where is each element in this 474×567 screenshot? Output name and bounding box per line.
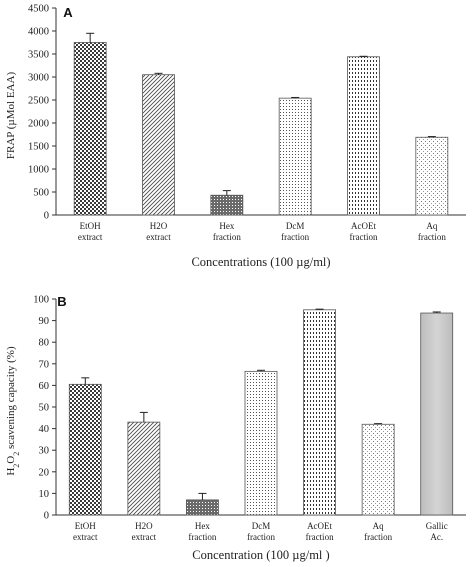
- category-label: H2O: [150, 221, 168, 231]
- category-label: DcM: [286, 221, 305, 231]
- bar: [73, 42, 107, 216]
- y-tick-label: 0: [44, 211, 49, 222]
- category-label: fraction: [188, 532, 216, 542]
- y-tick-label: 70: [39, 359, 50, 370]
- category-label: fraction: [306, 532, 334, 542]
- y-axis-title-part: scavening capacity (%): [5, 346, 17, 452]
- y-axis-title-part: 2: [12, 452, 21, 456]
- category-label: fraction: [247, 532, 275, 542]
- category-label: extract: [73, 532, 98, 542]
- category-label: fraction: [213, 232, 241, 242]
- y-tick-label: 2500: [28, 96, 49, 107]
- bar: [303, 309, 336, 516]
- category-label: extract: [78, 232, 103, 242]
- y-tick-label: 4000: [28, 27, 49, 38]
- bar: [361, 423, 395, 516]
- category-label: AcOEt: [351, 221, 376, 231]
- category-label: Ac.: [430, 532, 443, 542]
- y-tick-label: 50: [39, 403, 50, 414]
- category-label: EtOH: [75, 521, 96, 531]
- category-label: Hex: [219, 221, 234, 231]
- y-tick-label: 60: [39, 381, 50, 392]
- y-tick-label: 40: [39, 424, 50, 435]
- bar: [210, 194, 244, 216]
- y-tick-label: 0: [44, 511, 49, 522]
- y-tick-label: 100: [33, 295, 49, 306]
- y-axis-title-part: 2: [12, 464, 21, 468]
- bar: [347, 56, 380, 216]
- bar: [244, 370, 278, 516]
- y-tick-label: 1500: [28, 142, 49, 153]
- category-label: fraction: [418, 232, 446, 242]
- category-label: fraction: [364, 532, 392, 542]
- category-label: AcOEt: [307, 521, 332, 531]
- bar: [127, 421, 161, 516]
- bar: [186, 499, 219, 516]
- y-tick-label: 4500: [28, 4, 49, 15]
- panel-label: B: [57, 294, 66, 309]
- category-label: fraction: [281, 232, 309, 242]
- panel-label: A: [63, 5, 73, 20]
- category-label: Aq: [426, 221, 437, 231]
- y-axis-title: H2O2 scavening capacity (%): [5, 346, 21, 476]
- bar: [278, 97, 312, 216]
- category-label: DcM: [252, 521, 271, 531]
- category-label: EtOH: [80, 221, 101, 231]
- category-label: Hex: [195, 521, 210, 531]
- y-tick-label: 10: [39, 489, 50, 500]
- category-label: Aq: [373, 521, 384, 531]
- y-tick-label: 30: [39, 446, 50, 457]
- y-tick-label: 20: [39, 467, 50, 478]
- category-label: extract: [146, 232, 171, 242]
- category-label: Gallic: [426, 521, 448, 531]
- y-tick-label: 90: [39, 316, 50, 327]
- y-tick-label: 3500: [28, 50, 49, 61]
- chart-b: 0102030405060708090100EtOHextractH2Oextr…: [5, 294, 466, 562]
- bar: [415, 136, 449, 216]
- bar: [420, 312, 454, 516]
- bar: [68, 383, 102, 516]
- y-axis-title: FRAP (µMol EAA): [5, 72, 17, 160]
- y-axis-title-part: H: [5, 468, 17, 476]
- y-axis-title-part: O: [5, 456, 17, 464]
- y-tick-label: 500: [33, 188, 49, 199]
- chart-a: 0 500 1000 1500 2000 2500 3000 3500 4000 4500 EtOH…: [5, 4, 466, 269]
- y-tick-label: 3000: [28, 73, 49, 84]
- y-tick-label: 1000: [28, 165, 49, 176]
- category-label: H2O: [135, 521, 153, 531]
- category-label: extract: [132, 532, 157, 542]
- category-label: fraction: [350, 232, 378, 242]
- x-axis-title: Concentrations (100 µg/ml): [191, 255, 330, 269]
- y-tick-label: 2000: [28, 119, 49, 130]
- x-axis-title: Concentration (100 µg/ml ): [192, 548, 329, 562]
- bar: [142, 74, 175, 216]
- y-tick-label: 80: [39, 338, 50, 349]
